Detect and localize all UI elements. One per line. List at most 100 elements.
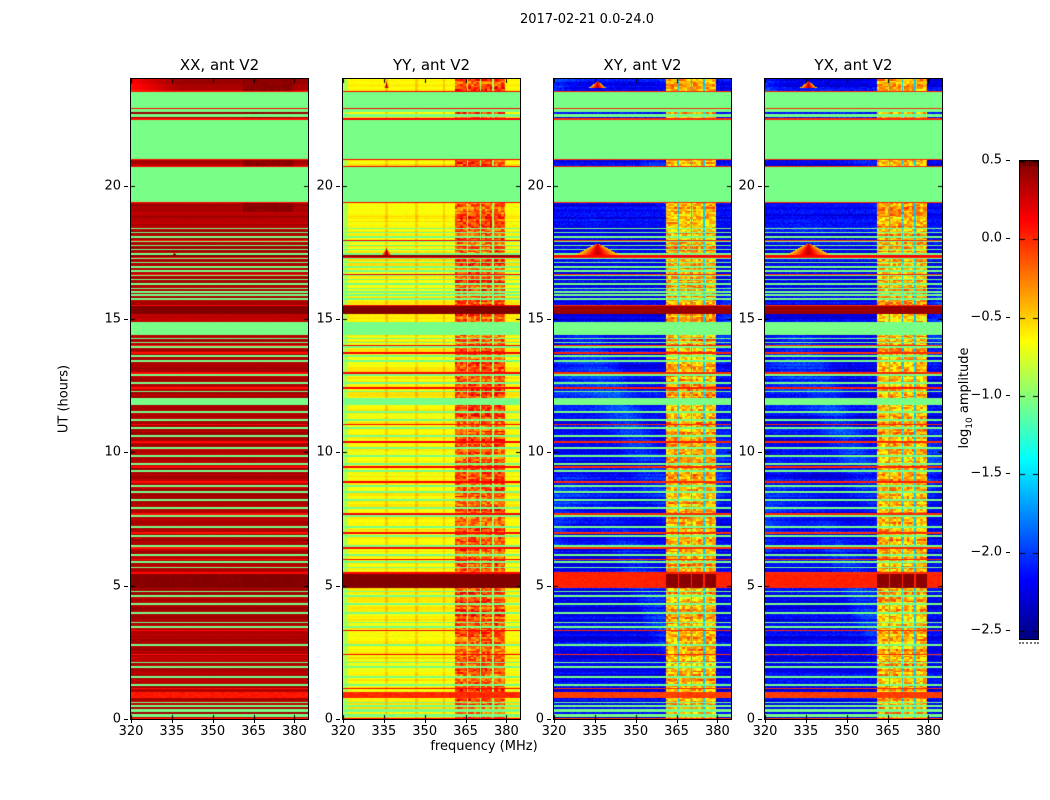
x-tick-label: 380 xyxy=(281,724,307,739)
tick-mark xyxy=(465,720,467,723)
x-tick-label: 320 xyxy=(118,724,144,739)
colorbar-tick-label: −1.5 xyxy=(970,465,1002,481)
x-tick-labels: 320 335 350 365 380 xyxy=(753,720,942,744)
tick-mark xyxy=(758,719,762,720)
tick-mark xyxy=(212,720,214,723)
tick-mark xyxy=(1006,551,1010,553)
tick-mark xyxy=(758,185,762,187)
panel-yx: YX, ant V2 320 335 350 365 380 0 5 10 15 20 xyxy=(738,56,943,739)
tick-mark xyxy=(1006,630,1010,632)
colorbar-tick-label: 0.0 xyxy=(981,230,1002,246)
x-tick-label: 335 xyxy=(793,724,819,739)
tick-mark xyxy=(124,585,128,587)
colorbar-tick-label: −2.0 xyxy=(970,544,1002,560)
x-tick-label: 365 xyxy=(241,724,266,739)
y-tick-label: 0 xyxy=(324,711,333,727)
y-tick-label: 10 xyxy=(316,444,333,460)
tick-mark xyxy=(171,720,173,723)
tick-mark xyxy=(124,319,128,320)
y-tick-label: 5 xyxy=(112,578,121,594)
panel-xx: XX, ant V2 320 335 350 365 380 0 5 10 15 20 xyxy=(104,56,309,739)
colorbar-label-suffix: amplitude xyxy=(957,347,973,418)
panel-title-yx: YX, ant V2 xyxy=(814,56,893,74)
tick-mark xyxy=(336,452,340,454)
tick-mark xyxy=(547,719,551,720)
y-tick-label: 15 xyxy=(527,311,544,327)
x-tick-label: 320 xyxy=(541,724,567,739)
x-tick-label: 335 xyxy=(159,724,185,739)
y-tick-label: 15 xyxy=(104,311,121,327)
colorbar-tick-label: 0.5 xyxy=(981,152,1002,168)
heatmap-xx xyxy=(130,78,309,720)
y-tick-labels: 0 5 10 15 20 xyxy=(520,79,552,727)
tick-mark xyxy=(336,319,340,320)
tick-mark xyxy=(554,720,555,723)
tick-mark xyxy=(124,185,128,187)
tick-mark xyxy=(424,720,426,723)
tick-mark xyxy=(336,719,340,720)
x-tick-label: 350 xyxy=(412,724,438,739)
colorbar-gradient xyxy=(1019,160,1039,640)
tick-mark xyxy=(765,720,766,723)
tick-mark xyxy=(758,585,762,587)
tick-mark xyxy=(758,319,762,320)
tick-mark xyxy=(846,720,848,723)
y-axis-label: UT (hours) xyxy=(56,364,72,434)
tick-mark xyxy=(547,185,551,187)
colorbar-tick-label: −1.0 xyxy=(970,387,1002,403)
x-tick-label: 380 xyxy=(704,724,730,739)
x-tick-label: 350 xyxy=(200,724,226,739)
x-tick-label: 350 xyxy=(834,724,860,739)
colorbar-label-prefix: log xyxy=(957,428,973,449)
tick-mark xyxy=(676,720,678,723)
y-tick-labels: 0 5 10 15 20 xyxy=(309,79,341,727)
tick-mark xyxy=(131,720,132,723)
tick-mark xyxy=(547,319,551,320)
y-tick-label: 20 xyxy=(104,178,121,194)
x-tick-labels: 320 335 350 365 380 xyxy=(542,720,731,744)
panel-title-xy: XY, ant V2 xyxy=(603,56,682,74)
tick-mark xyxy=(336,585,340,587)
y-tick-label: 20 xyxy=(527,178,544,194)
heatmap-yy xyxy=(342,78,521,720)
tick-mark xyxy=(887,720,889,723)
tick-mark xyxy=(758,452,762,454)
tick-mark xyxy=(1006,395,1010,397)
x-tick-label: 365 xyxy=(453,724,478,739)
x-tick-labels: 320 335 350 365 380 xyxy=(119,720,308,744)
tick-mark xyxy=(805,720,807,723)
panel-xy: XY, ant V2 320 335 350 365 380 0 5 10 15 20 xyxy=(527,56,732,739)
y-tick-label: 5 xyxy=(535,578,544,594)
y-tick-label: 5 xyxy=(746,578,755,594)
colorbar-tick-labels: 0.5 0.0 −0.5 −1.0 −1.5 −2.0 −2.5 xyxy=(950,153,1012,638)
x-tick-label: 335 xyxy=(582,724,608,739)
tick-mark xyxy=(343,720,344,723)
tick-mark xyxy=(124,452,128,454)
x-tick-label: 335 xyxy=(371,724,397,739)
tick-mark xyxy=(253,720,255,723)
y-tick-label: 15 xyxy=(316,311,333,327)
tick-mark xyxy=(1006,473,1010,475)
colorbar-label: log10 amplitude xyxy=(957,347,975,448)
y-tick-label: 20 xyxy=(738,178,755,194)
x-tick-labels: 320 335 350 365 380 xyxy=(331,720,520,744)
x-axis-label: frequency (MHz) xyxy=(430,739,538,754)
tick-mark xyxy=(547,585,551,587)
tick-mark xyxy=(1006,160,1010,161)
tick-mark xyxy=(124,719,128,720)
y-tick-label: 10 xyxy=(527,444,544,460)
tick-mark xyxy=(717,720,719,723)
y-tick-label: 5 xyxy=(324,578,333,594)
tick-mark xyxy=(1006,238,1010,240)
x-tick-label: 365 xyxy=(875,724,900,739)
y-tick-label: 0 xyxy=(112,711,121,727)
tick-mark xyxy=(383,720,385,723)
colorbar-tick-label: −0.5 xyxy=(970,309,1002,325)
y-tick-label: 0 xyxy=(746,711,755,727)
tick-mark xyxy=(506,720,508,723)
tick-mark xyxy=(928,720,930,723)
y-tick-label: 10 xyxy=(104,444,121,460)
colorbar-label-sub: 10 xyxy=(964,417,975,429)
tick-mark xyxy=(635,720,637,723)
